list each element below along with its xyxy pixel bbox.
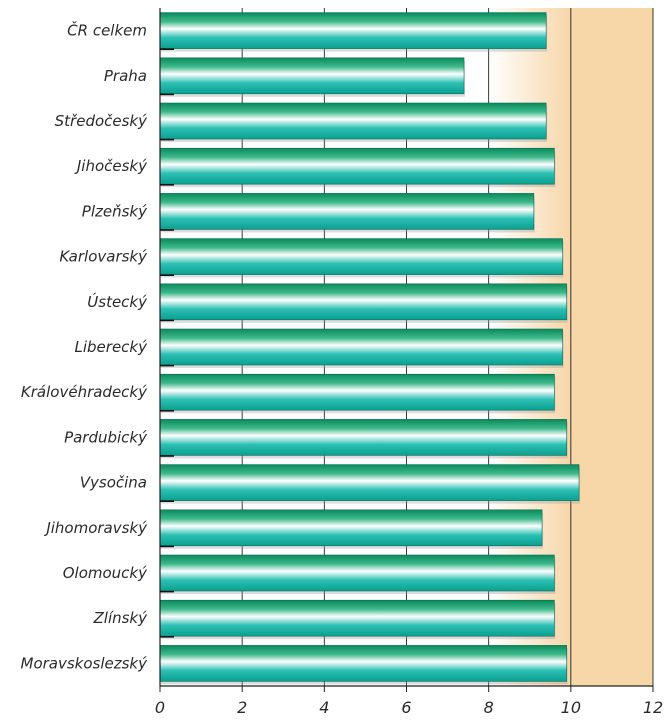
category-label: Zlínský bbox=[93, 609, 149, 627]
category-label: Plzeňský bbox=[82, 202, 148, 220]
labels: 0 2 4 6 8 10 12 ČR celkem Praha Středočeský Jihoče… bbox=[21, 21, 664, 717]
category-label: Jihomoravský bbox=[43, 519, 148, 537]
category-label: Ústecký bbox=[87, 292, 148, 311]
category-label: Jihočeský bbox=[74, 157, 148, 175]
bar bbox=[159, 599, 555, 637]
bar bbox=[159, 102, 547, 140]
category-label: Moravskoslezský bbox=[21, 654, 149, 672]
x-tick-label: 0 bbox=[155, 698, 165, 717]
category-label: ČR celkem bbox=[67, 21, 147, 40]
bar bbox=[159, 57, 465, 95]
x-tick-label: 10 bbox=[561, 698, 581, 717]
bar bbox=[159, 464, 580, 501]
band-solid bbox=[570, 8, 653, 686]
category-label: Středočeský bbox=[55, 112, 148, 130]
bar bbox=[159, 645, 568, 682]
x-tick-label: 8 bbox=[484, 698, 494, 717]
category-label: Karlovarský bbox=[59, 248, 148, 266]
bar bbox=[159, 238, 563, 275]
bar bbox=[159, 509, 543, 547]
category-label: Liberecký bbox=[75, 338, 149, 356]
x-tick-label: 12 bbox=[643, 698, 663, 717]
bar bbox=[159, 193, 535, 230]
x-tick-label: 2 bbox=[237, 698, 247, 717]
axes bbox=[159, 8, 654, 692]
x-tick-label: 6 bbox=[401, 698, 411, 717]
bars bbox=[159, 12, 581, 685]
bar bbox=[159, 12, 547, 49]
bar bbox=[159, 283, 568, 321]
category-label: Praha bbox=[104, 67, 147, 85]
bar bbox=[159, 419, 568, 456]
bar bbox=[159, 328, 563, 366]
x-tick-label: 4 bbox=[319, 698, 329, 717]
category-label: Vysočina bbox=[80, 474, 147, 492]
bar bbox=[159, 554, 555, 592]
bar bbox=[159, 373, 555, 411]
category-label: Pardubický bbox=[64, 428, 148, 446]
category-label: Královéhradecký bbox=[21, 383, 148, 401]
category-label: Olomoucký bbox=[63, 564, 148, 582]
bar bbox=[159, 147, 555, 185]
